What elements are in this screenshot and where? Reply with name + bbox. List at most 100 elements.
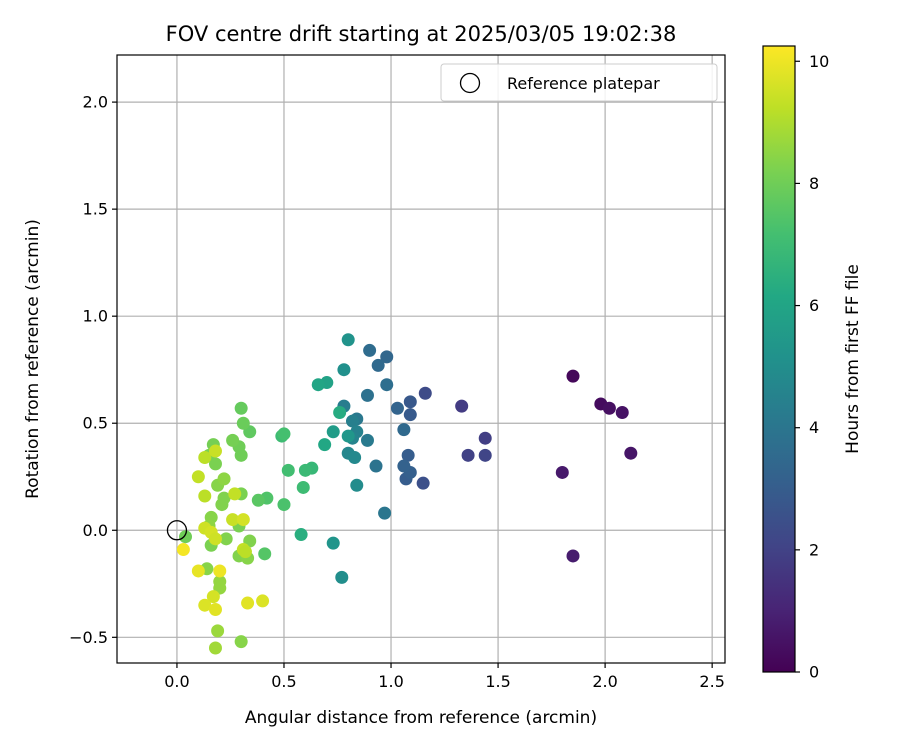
- colorbar-gradient: [762, 45, 796, 673]
- scatter-point: [234, 635, 248, 649]
- scatter-point: [208, 641, 222, 655]
- scatter-point: [335, 570, 349, 584]
- scatter-point: [350, 478, 364, 492]
- scatter-point: [326, 425, 340, 439]
- colorbar-tick-label: 0: [809, 663, 819, 682]
- scatter-point: [238, 545, 252, 559]
- y-tick-label: 1.0: [83, 307, 108, 326]
- colorbar-tick-label: 4: [809, 418, 819, 437]
- scatter-point: [341, 333, 355, 347]
- scatter-point: [277, 427, 291, 441]
- scatter-point: [555, 465, 569, 479]
- scatter-point: [236, 416, 250, 430]
- scatter-point: [478, 431, 492, 445]
- scatter-point: [258, 547, 272, 561]
- scatter-point: [390, 401, 404, 415]
- colorbar-tick-label: 2: [809, 540, 819, 559]
- scatter-point: [311, 378, 325, 392]
- scatter-point: [602, 401, 616, 415]
- scatter-point: [281, 463, 295, 477]
- scatter-point: [198, 598, 212, 612]
- scatter-point: [403, 408, 417, 422]
- scatter-point: [176, 543, 190, 557]
- scatter-point: [198, 489, 212, 503]
- scatter-point: [206, 590, 220, 604]
- scatter-point: [615, 406, 629, 420]
- scatter-point: [219, 532, 233, 546]
- scatter-point: [251, 493, 265, 507]
- scatter-point: [234, 448, 248, 462]
- x-tick-label: 1.0: [378, 672, 403, 691]
- colorbar: 0 2 4 6 8 10 Hours from first FF file: [762, 45, 863, 682]
- scatter-point: [226, 513, 240, 527]
- grid-lines: [117, 55, 725, 663]
- scatter-point: [191, 470, 205, 484]
- scatter-point: [348, 450, 362, 464]
- scatter-point: [380, 378, 394, 392]
- scatter-point: [191, 564, 205, 578]
- colorbar-ticks: 0 2 4 6 8 10: [795, 52, 829, 682]
- scatter-point: [256, 594, 270, 608]
- legend: Reference platepar: [440, 63, 718, 102]
- scatter-point: [208, 444, 222, 458]
- scatter-point: [369, 459, 383, 473]
- data-points: [176, 333, 638, 655]
- y-tick-label: 0.5: [83, 414, 108, 433]
- scatter-point: [217, 472, 231, 486]
- y-axis-label: Rotation from reference (arcmin): [23, 219, 43, 499]
- y-tick-label: 1.5: [83, 200, 108, 219]
- scatter-point: [418, 386, 432, 400]
- scatter-point: [326, 536, 340, 550]
- scatter-point: [236, 513, 250, 527]
- scatter-point: [461, 448, 475, 462]
- scatter-point: [416, 476, 430, 490]
- scatter-point: [360, 433, 374, 447]
- colorbar-tick-label: 10: [809, 52, 829, 71]
- scatter-point: [277, 498, 291, 512]
- scatter-point: [371, 358, 385, 372]
- scatter-point: [226, 433, 240, 447]
- scatter-point: [478, 448, 492, 462]
- reference-platepar-point: [166, 520, 188, 541]
- x-tick-label: 2.5: [699, 672, 724, 691]
- scatter-point: [234, 401, 248, 415]
- scatter-point: [566, 549, 580, 563]
- scatter-point: [360, 388, 374, 402]
- plot-frame: [116, 54, 726, 664]
- legend-box: [440, 63, 718, 102]
- scatter-point: [345, 414, 359, 428]
- scatter-point: [337, 363, 351, 377]
- y-tick-label: 2.0: [83, 93, 108, 112]
- x-tick-label: 0.0: [164, 672, 189, 691]
- scatter-point: [179, 530, 193, 544]
- legend-marker-icon: [459, 72, 481, 94]
- scatter-point: [380, 350, 394, 364]
- y-tick-label: 0.0: [83, 521, 108, 540]
- scatter-point: [363, 343, 377, 357]
- scatter-point: [217, 491, 231, 505]
- legend-label: Reference platepar: [507, 74, 660, 93]
- x-axis-label: Angular distance from reference (arcmin): [245, 708, 597, 728]
- x-axis-ticks: 0.0 0.5 1.0 1.5 2.0 2.5: [164, 663, 725, 691]
- scatter-point: [211, 624, 225, 638]
- y-tick-label: −0.5: [69, 628, 108, 647]
- scatter-point: [228, 487, 242, 501]
- scatter-point: [624, 446, 638, 460]
- scatter-point: [397, 423, 411, 437]
- scatter-point: [213, 564, 227, 578]
- scatter-point: [566, 369, 580, 383]
- scatter-point: [296, 480, 310, 494]
- colorbar-tick-label: 6: [809, 296, 819, 315]
- colorbar-label: Hours from first FF file: [843, 264, 863, 454]
- reference-marker: [166, 520, 188, 541]
- scatter-point: [298, 463, 312, 477]
- scatter-point: [241, 596, 255, 610]
- scatter-point: [318, 438, 332, 452]
- scatter-point: [333, 406, 347, 420]
- scatter-point: [401, 448, 415, 462]
- x-tick-label: 0.5: [271, 672, 296, 691]
- scatter-point: [208, 532, 222, 546]
- scatter-point: [403, 395, 417, 409]
- colorbar-tick-label: 8: [809, 174, 819, 193]
